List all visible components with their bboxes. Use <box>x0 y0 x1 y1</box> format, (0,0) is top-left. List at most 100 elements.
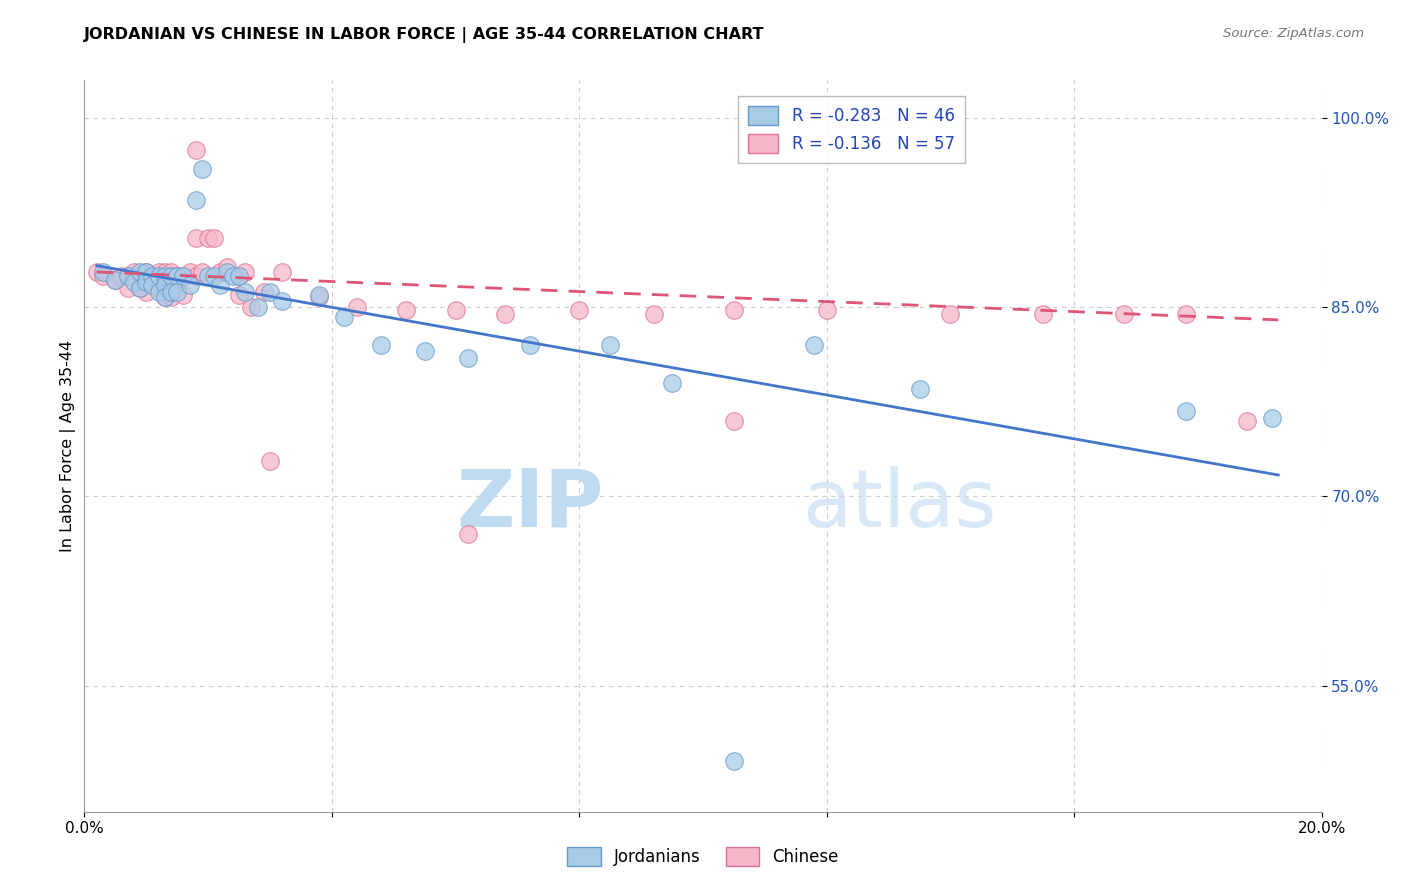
Point <box>803 338 825 352</box>
Point <box>86 265 108 279</box>
Point <box>215 265 238 279</box>
Point <box>91 268 114 283</box>
Point <box>160 285 183 300</box>
Point <box>1032 307 1054 321</box>
Point <box>122 265 145 279</box>
Point <box>723 414 745 428</box>
Point <box>160 265 183 279</box>
Point <box>160 268 183 283</box>
Point <box>153 290 176 304</box>
Point <box>135 285 157 300</box>
Point <box>166 268 188 283</box>
Point <box>661 376 683 390</box>
Point <box>172 287 194 301</box>
Point <box>240 300 263 314</box>
Point <box>1174 403 1197 417</box>
Point <box>104 272 127 286</box>
Point <box>246 300 269 314</box>
Point <box>117 281 139 295</box>
Point <box>135 275 157 289</box>
Point <box>141 268 163 283</box>
Point <box>815 302 838 317</box>
Point <box>202 231 225 245</box>
Point <box>370 338 392 352</box>
Point <box>148 265 170 279</box>
Point <box>457 527 479 541</box>
Point <box>129 281 152 295</box>
Point <box>643 307 665 321</box>
Point <box>91 265 114 279</box>
Point <box>197 231 219 245</box>
Point <box>191 161 214 176</box>
Point <box>153 290 176 304</box>
Point <box>209 265 232 279</box>
Point <box>413 344 436 359</box>
Point <box>184 231 207 245</box>
Point <box>215 260 238 274</box>
Point <box>723 302 745 317</box>
Point <box>723 754 745 768</box>
Point <box>117 268 139 283</box>
Point <box>271 265 294 279</box>
Point <box>395 302 418 317</box>
Legend: Jordanians, Chinese: Jordanians, Chinese <box>561 840 845 873</box>
Point <box>184 193 207 207</box>
Point <box>519 338 541 352</box>
Point <box>141 277 163 292</box>
Point <box>153 277 176 292</box>
Point <box>117 268 139 283</box>
Point <box>172 268 194 283</box>
Point <box>1174 307 1197 321</box>
Point <box>135 275 157 289</box>
Point <box>568 302 591 317</box>
Point <box>233 265 256 279</box>
Point <box>179 277 201 292</box>
Point <box>233 285 256 300</box>
Point <box>179 265 201 279</box>
Point <box>599 338 621 352</box>
Point <box>444 302 467 317</box>
Point <box>308 290 330 304</box>
Point <box>259 454 281 468</box>
Point <box>110 268 132 283</box>
Point <box>191 265 214 279</box>
Point <box>129 281 152 295</box>
Point <box>129 265 152 279</box>
Point <box>346 300 368 314</box>
Point <box>172 268 194 283</box>
Point <box>308 287 330 301</box>
Point <box>271 293 294 308</box>
Point <box>1261 411 1284 425</box>
Point <box>148 281 170 295</box>
Point <box>148 285 170 300</box>
Point <box>166 281 188 295</box>
Point <box>148 268 170 283</box>
Text: atlas: atlas <box>801 466 997 543</box>
Point <box>184 143 207 157</box>
Point <box>259 285 281 300</box>
Point <box>129 268 152 283</box>
Text: JORDANIAN VS CHINESE IN LABOR FORCE | AGE 35-44 CORRELATION CHART: JORDANIAN VS CHINESE IN LABOR FORCE | AG… <box>84 27 765 43</box>
Point <box>457 351 479 365</box>
Point <box>209 277 232 292</box>
Point <box>222 268 245 283</box>
Point <box>141 277 163 292</box>
Point <box>494 307 516 321</box>
Point <box>197 268 219 283</box>
Text: ZIP: ZIP <box>457 466 605 543</box>
Point <box>1112 307 1135 321</box>
Point <box>141 268 163 283</box>
Point <box>160 290 183 304</box>
Point <box>160 285 183 300</box>
Point <box>1236 414 1258 428</box>
Point <box>184 268 207 283</box>
Point <box>908 382 931 396</box>
Point <box>253 285 276 300</box>
Y-axis label: In Labor Force | Age 35-44: In Labor Force | Age 35-44 <box>60 340 76 552</box>
Point <box>228 268 250 283</box>
Point <box>135 265 157 279</box>
Point <box>122 275 145 289</box>
Point <box>166 268 188 283</box>
Point <box>153 268 176 283</box>
Point <box>202 268 225 283</box>
